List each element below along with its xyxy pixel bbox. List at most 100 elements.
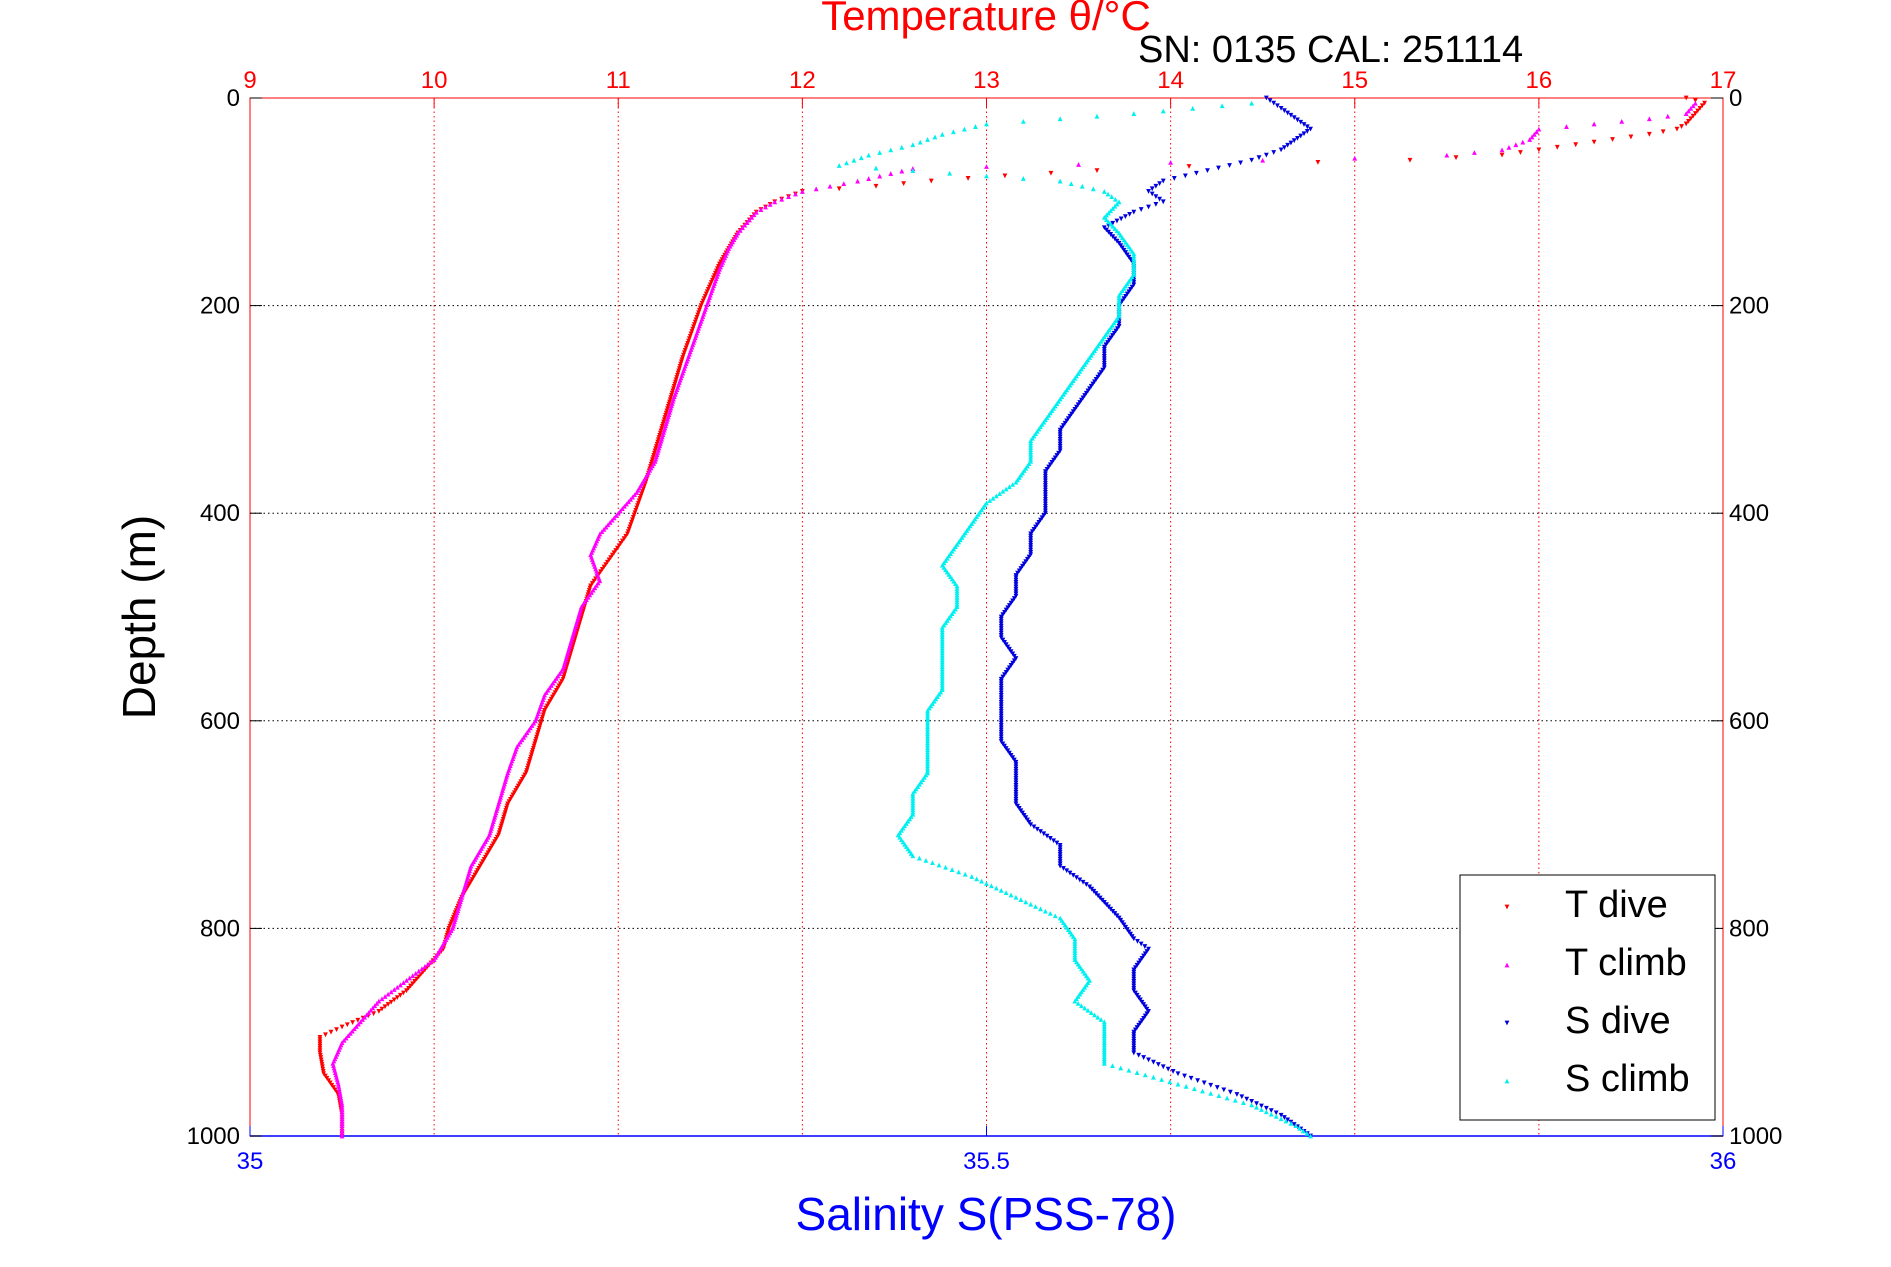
data-point: [866, 152, 872, 158]
data-point: [1122, 214, 1128, 220]
data-point: [345, 1033, 351, 1039]
data-point: [1686, 108, 1691, 114]
data-point: [388, 989, 394, 995]
data-point: [1263, 152, 1269, 158]
data-point: [1679, 124, 1684, 129]
data-point: [1591, 139, 1597, 145]
data-point: [1610, 137, 1615, 142]
data-point: [358, 1019, 363, 1025]
data-point: [1142, 944, 1148, 949]
data-point: [335, 1081, 341, 1087]
data-point: [1219, 103, 1225, 109]
depth-tick-label-right: 800: [1729, 915, 1769, 942]
data-point: [1646, 131, 1652, 137]
data-point: [932, 134, 938, 140]
series-t-dive: [317, 95, 1707, 1139]
data-point: [1116, 199, 1122, 205]
data-point: [1281, 108, 1287, 114]
salinity-tick-label: 35: [237, 1148, 264, 1175]
data-point: [740, 225, 745, 231]
data-point: [617, 508, 623, 514]
data-point: [836, 186, 842, 192]
data-point: [1263, 1105, 1269, 1111]
data-point: [339, 1125, 345, 1131]
data-point: [1298, 119, 1304, 125]
data-point: [1160, 199, 1166, 205]
data-point: [936, 862, 942, 868]
depth-tick-label-left: 200: [200, 293, 240, 320]
data-point: [917, 139, 923, 145]
data-point: [1527, 137, 1533, 142]
data-point: [1112, 203, 1118, 209]
data-point: [364, 1012, 370, 1018]
data-point: [1146, 1057, 1151, 1063]
data-point: [1216, 165, 1221, 171]
data-point: [394, 995, 400, 1000]
legend-box: [1459, 874, 1716, 1121]
data-point: [1043, 908, 1048, 914]
data-point: [1191, 1086, 1197, 1092]
series-s-dive: [998, 95, 1313, 1139]
data-point: [339, 1100, 345, 1105]
data-point: [1271, 100, 1277, 106]
data-point: [1075, 1000, 1081, 1006]
data-point: [388, 999, 394, 1005]
data-point: [984, 881, 989, 886]
chart-title: Temperature θ/°C: [821, 0, 1151, 39]
data-point: [1141, 1055, 1147, 1060]
data-point: [1688, 105, 1694, 111]
data-point: [965, 176, 971, 181]
data-point: [601, 526, 607, 532]
data-point: [353, 1024, 359, 1029]
data-point: [1259, 1107, 1264, 1112]
data-point: [1038, 829, 1043, 834]
data-point: [1126, 1067, 1132, 1073]
data-point: [337, 1088, 343, 1094]
data-point: [1283, 1118, 1289, 1124]
data-point: [1003, 486, 1009, 492]
data-point: [1278, 1116, 1284, 1122]
data-point: [428, 959, 434, 965]
data-point: [425, 961, 431, 967]
data-point: [1114, 218, 1120, 224]
data-point: [410, 973, 416, 979]
data-point: [1151, 1074, 1156, 1080]
data-point: [1175, 1071, 1181, 1077]
data-point: [1118, 216, 1124, 222]
data-point: [1227, 163, 1232, 168]
data-point: [621, 503, 627, 509]
data-point: [630, 494, 635, 500]
data-point: [351, 1026, 357, 1032]
data-point: [1278, 1112, 1284, 1118]
data-point: [1044, 833, 1050, 839]
data-point: [1109, 194, 1115, 200]
data-point: [1153, 183, 1159, 189]
data-point: [1028, 901, 1034, 907]
data-point: [343, 1035, 349, 1041]
data-point: [813, 186, 819, 192]
data-point: [1079, 1003, 1084, 1009]
data-point: [1067, 870, 1073, 876]
data-point: [1273, 1113, 1279, 1119]
data-point: [851, 157, 857, 163]
data-point: [1291, 138, 1297, 144]
depth-tick-label-left: 1000: [187, 1123, 240, 1150]
y-axis-label: Depth (m): [113, 515, 165, 719]
data-point: [1275, 103, 1280, 109]
data-point: [990, 495, 996, 501]
legend-label: S dive: [1565, 1000, 1671, 1042]
data-point: [339, 1133, 345, 1139]
data-point: [1134, 1070, 1140, 1075]
data-point: [1249, 157, 1255, 163]
data-point: [1188, 1075, 1194, 1081]
x-axis-label: Salinity S(PSS-78): [796, 1188, 1177, 1240]
data-point: [1221, 1087, 1227, 1093]
data-point: [1267, 98, 1273, 103]
temperature-tick-label: 10: [421, 67, 448, 94]
data-point: [1070, 872, 1076, 878]
depth-tick-label-right: 400: [1729, 500, 1769, 527]
data-point: [338, 1093, 343, 1099]
data-point: [742, 222, 748, 228]
data-point: [899, 168, 905, 174]
data-point: [1444, 152, 1450, 158]
